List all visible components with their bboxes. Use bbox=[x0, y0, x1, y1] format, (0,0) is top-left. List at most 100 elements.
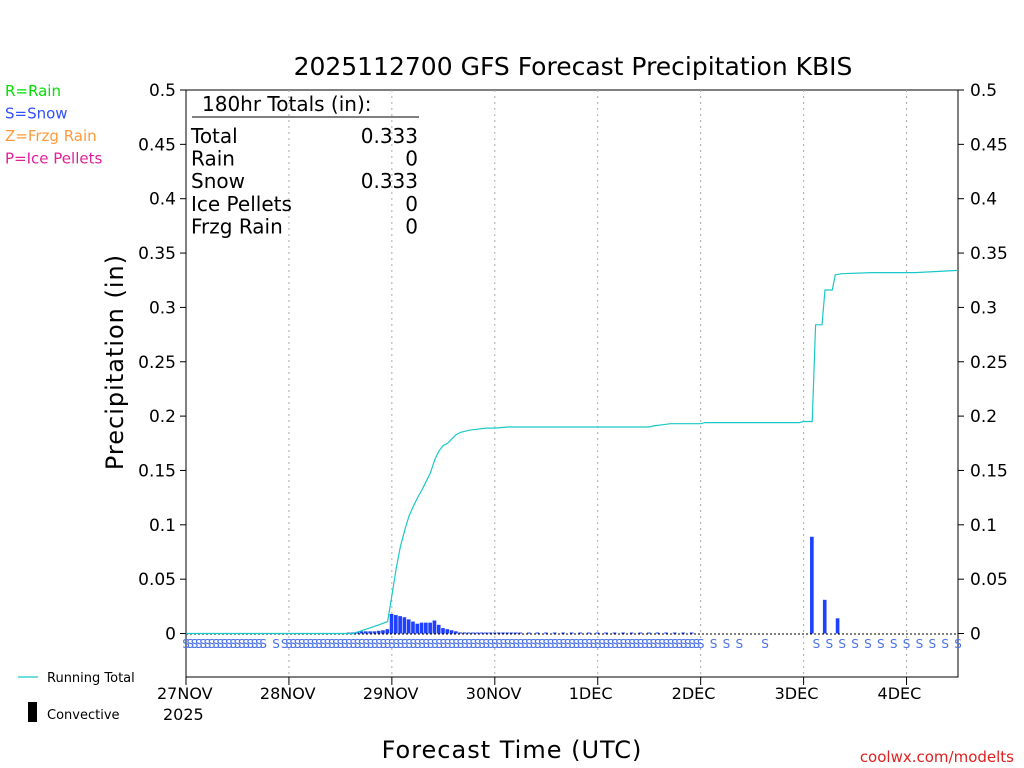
ptype-marker-132: S bbox=[941, 637, 949, 651]
ptype-marker-98: S bbox=[615, 637, 623, 651]
ptype-marker-37: S bbox=[354, 637, 362, 651]
precip-bar-14 bbox=[406, 619, 411, 634]
ptype-marker-106: S bbox=[650, 637, 658, 651]
ptype-marker-67: S bbox=[482, 637, 490, 651]
precip-bar-29 bbox=[471, 632, 475, 634]
ptype-marker-79: S bbox=[534, 637, 542, 651]
ptype-marker-109: S bbox=[663, 637, 671, 651]
ptype-marker-115: S bbox=[688, 637, 696, 651]
ptype-marker-107: S bbox=[654, 637, 662, 651]
ptype-marker-6: S bbox=[208, 637, 216, 651]
totals-label-0: Total bbox=[190, 124, 238, 148]
ptype-marker-129: S bbox=[903, 637, 911, 651]
y-axis-right: 0 0.05 0.1 0.15 0.2 0.25 0.3 0.35 0.4 0.45 0.5 bbox=[958, 81, 1008, 645]
ptype-marker-125: S bbox=[851, 637, 859, 651]
legend-convective-label: Convective bbox=[47, 708, 120, 723]
totals-value-3: 0 bbox=[405, 192, 418, 216]
precip-bar-33 bbox=[488, 632, 493, 634]
running-total-line bbox=[186, 269, 959, 635]
legend-convective-swatch bbox=[28, 702, 37, 722]
ptype-marker-8: S bbox=[216, 637, 224, 651]
x-tick-label-4: 1DEC bbox=[569, 684, 613, 703]
ptype-marker-25: S bbox=[302, 637, 310, 651]
precip-bar-53 bbox=[629, 632, 634, 634]
precip-bar-26 bbox=[458, 632, 462, 634]
x-tick-label-6: 3DEC bbox=[775, 684, 819, 703]
y-tick-label-right-4: 0.2 bbox=[970, 407, 997, 427]
ptype-marker-96: S bbox=[607, 637, 615, 651]
ptype-marker-63: S bbox=[465, 637, 473, 651]
ptype-marker-57: S bbox=[440, 637, 448, 651]
totals-label-3: Ice Pellets bbox=[191, 192, 292, 216]
ptype-marker-17: S bbox=[255, 637, 263, 651]
snow-bars bbox=[346, 536, 840, 634]
ptype-marker-69: S bbox=[491, 637, 499, 651]
ptype-marker-114: S bbox=[684, 637, 692, 651]
ptype-marker-21: S bbox=[285, 637, 293, 651]
precip-bar-27 bbox=[462, 632, 467, 634]
precip-bar-5 bbox=[368, 631, 372, 634]
ptype-marker-9: S bbox=[221, 637, 229, 651]
totals-value-4: 0 bbox=[405, 214, 418, 238]
precip-bar-51 bbox=[612, 632, 617, 634]
ptype-marker-41: S bbox=[371, 637, 379, 651]
precip-bar-25 bbox=[454, 631, 458, 634]
ptype-marker-122: S bbox=[813, 637, 821, 651]
line-legend: Running Total Convective bbox=[18, 671, 135, 723]
x-tick-label-0: 27NOV bbox=[157, 684, 213, 703]
y-tick-label-right-6: 0.3 bbox=[970, 298, 997, 318]
y-tick-label-left-7: 0.35 bbox=[138, 244, 176, 264]
ptype-marker-27: S bbox=[311, 637, 319, 651]
ptype-marker-44: S bbox=[384, 637, 392, 651]
x-tick-label-3: 30NOV bbox=[466, 684, 522, 703]
precip-bar-52 bbox=[621, 632, 625, 634]
precip-bar-21 bbox=[436, 624, 441, 634]
ptype-marker-49: S bbox=[405, 637, 413, 651]
ptype-marker-11: S bbox=[229, 637, 237, 651]
ptype-marker-118: S bbox=[710, 637, 718, 651]
ptype-marker-62: S bbox=[461, 637, 469, 651]
ptype-marker-48: S bbox=[401, 637, 409, 651]
ptype-marker-52: S bbox=[418, 637, 426, 651]
y-tick-label-right-2: 0.1 bbox=[970, 516, 997, 536]
ptype-marker-51: S bbox=[414, 637, 422, 651]
ptype-marker-32: S bbox=[332, 637, 340, 651]
precip-bar-38 bbox=[509, 632, 514, 634]
ptype-marker-112: S bbox=[675, 637, 683, 651]
precip-bar-11 bbox=[394, 615, 398, 634]
y-axis-label: Precipitation (in) bbox=[101, 254, 129, 470]
precip-bar-12 bbox=[398, 616, 402, 634]
ptype-marker-50: S bbox=[409, 637, 417, 651]
precip-bar-50 bbox=[604, 632, 608, 634]
precip-bar-60 bbox=[689, 632, 694, 634]
precip-bar-9 bbox=[385, 629, 390, 634]
y-axis-left: 0 0.05 0.1 0.15 0.2 0.25 0.3 0.35 0.4 0.45 0.5 bbox=[138, 81, 186, 645]
ptype-marker-88: S bbox=[572, 637, 580, 651]
y-tick-label-left-0: 0 bbox=[165, 625, 176, 645]
precip-bar-62 bbox=[822, 599, 827, 634]
precip-bar-32 bbox=[484, 632, 488, 634]
y-tick-label-left-3: 0.15 bbox=[138, 461, 176, 481]
ptype-marker-116: S bbox=[693, 637, 701, 651]
ptype-marker-53: S bbox=[422, 637, 430, 651]
ptype-marker-4: S bbox=[199, 637, 207, 651]
precip-bar-63 bbox=[835, 618, 840, 634]
ptype-marker-97: S bbox=[611, 637, 619, 651]
y-tick-label-left-4: 0.2 bbox=[149, 407, 176, 427]
totals-label-4: Frzg Rain bbox=[191, 214, 283, 238]
ptype-marker-100: S bbox=[624, 637, 632, 651]
ptype-marker-124: S bbox=[838, 637, 846, 651]
x-axis: 27NOV 28NOV 29NOV 30NOV 1DEC 2DEC 3DEC 4DEC bbox=[157, 677, 921, 703]
precip-bar-23 bbox=[445, 629, 450, 634]
y-tick-label-left-5: 0.25 bbox=[138, 353, 176, 373]
y-tick-label-left-9: 0.45 bbox=[138, 135, 176, 155]
ptype-marker-16: S bbox=[251, 637, 259, 651]
x-axis-label: Forecast Time (UTC) bbox=[382, 736, 643, 764]
precip-bar-30 bbox=[475, 632, 480, 634]
ptype-marker-102: S bbox=[633, 637, 641, 651]
y-tick-label-left-1: 0.05 bbox=[138, 570, 176, 590]
precip-bar-40 bbox=[518, 632, 523, 634]
ptype-marker-130: S bbox=[916, 637, 924, 651]
